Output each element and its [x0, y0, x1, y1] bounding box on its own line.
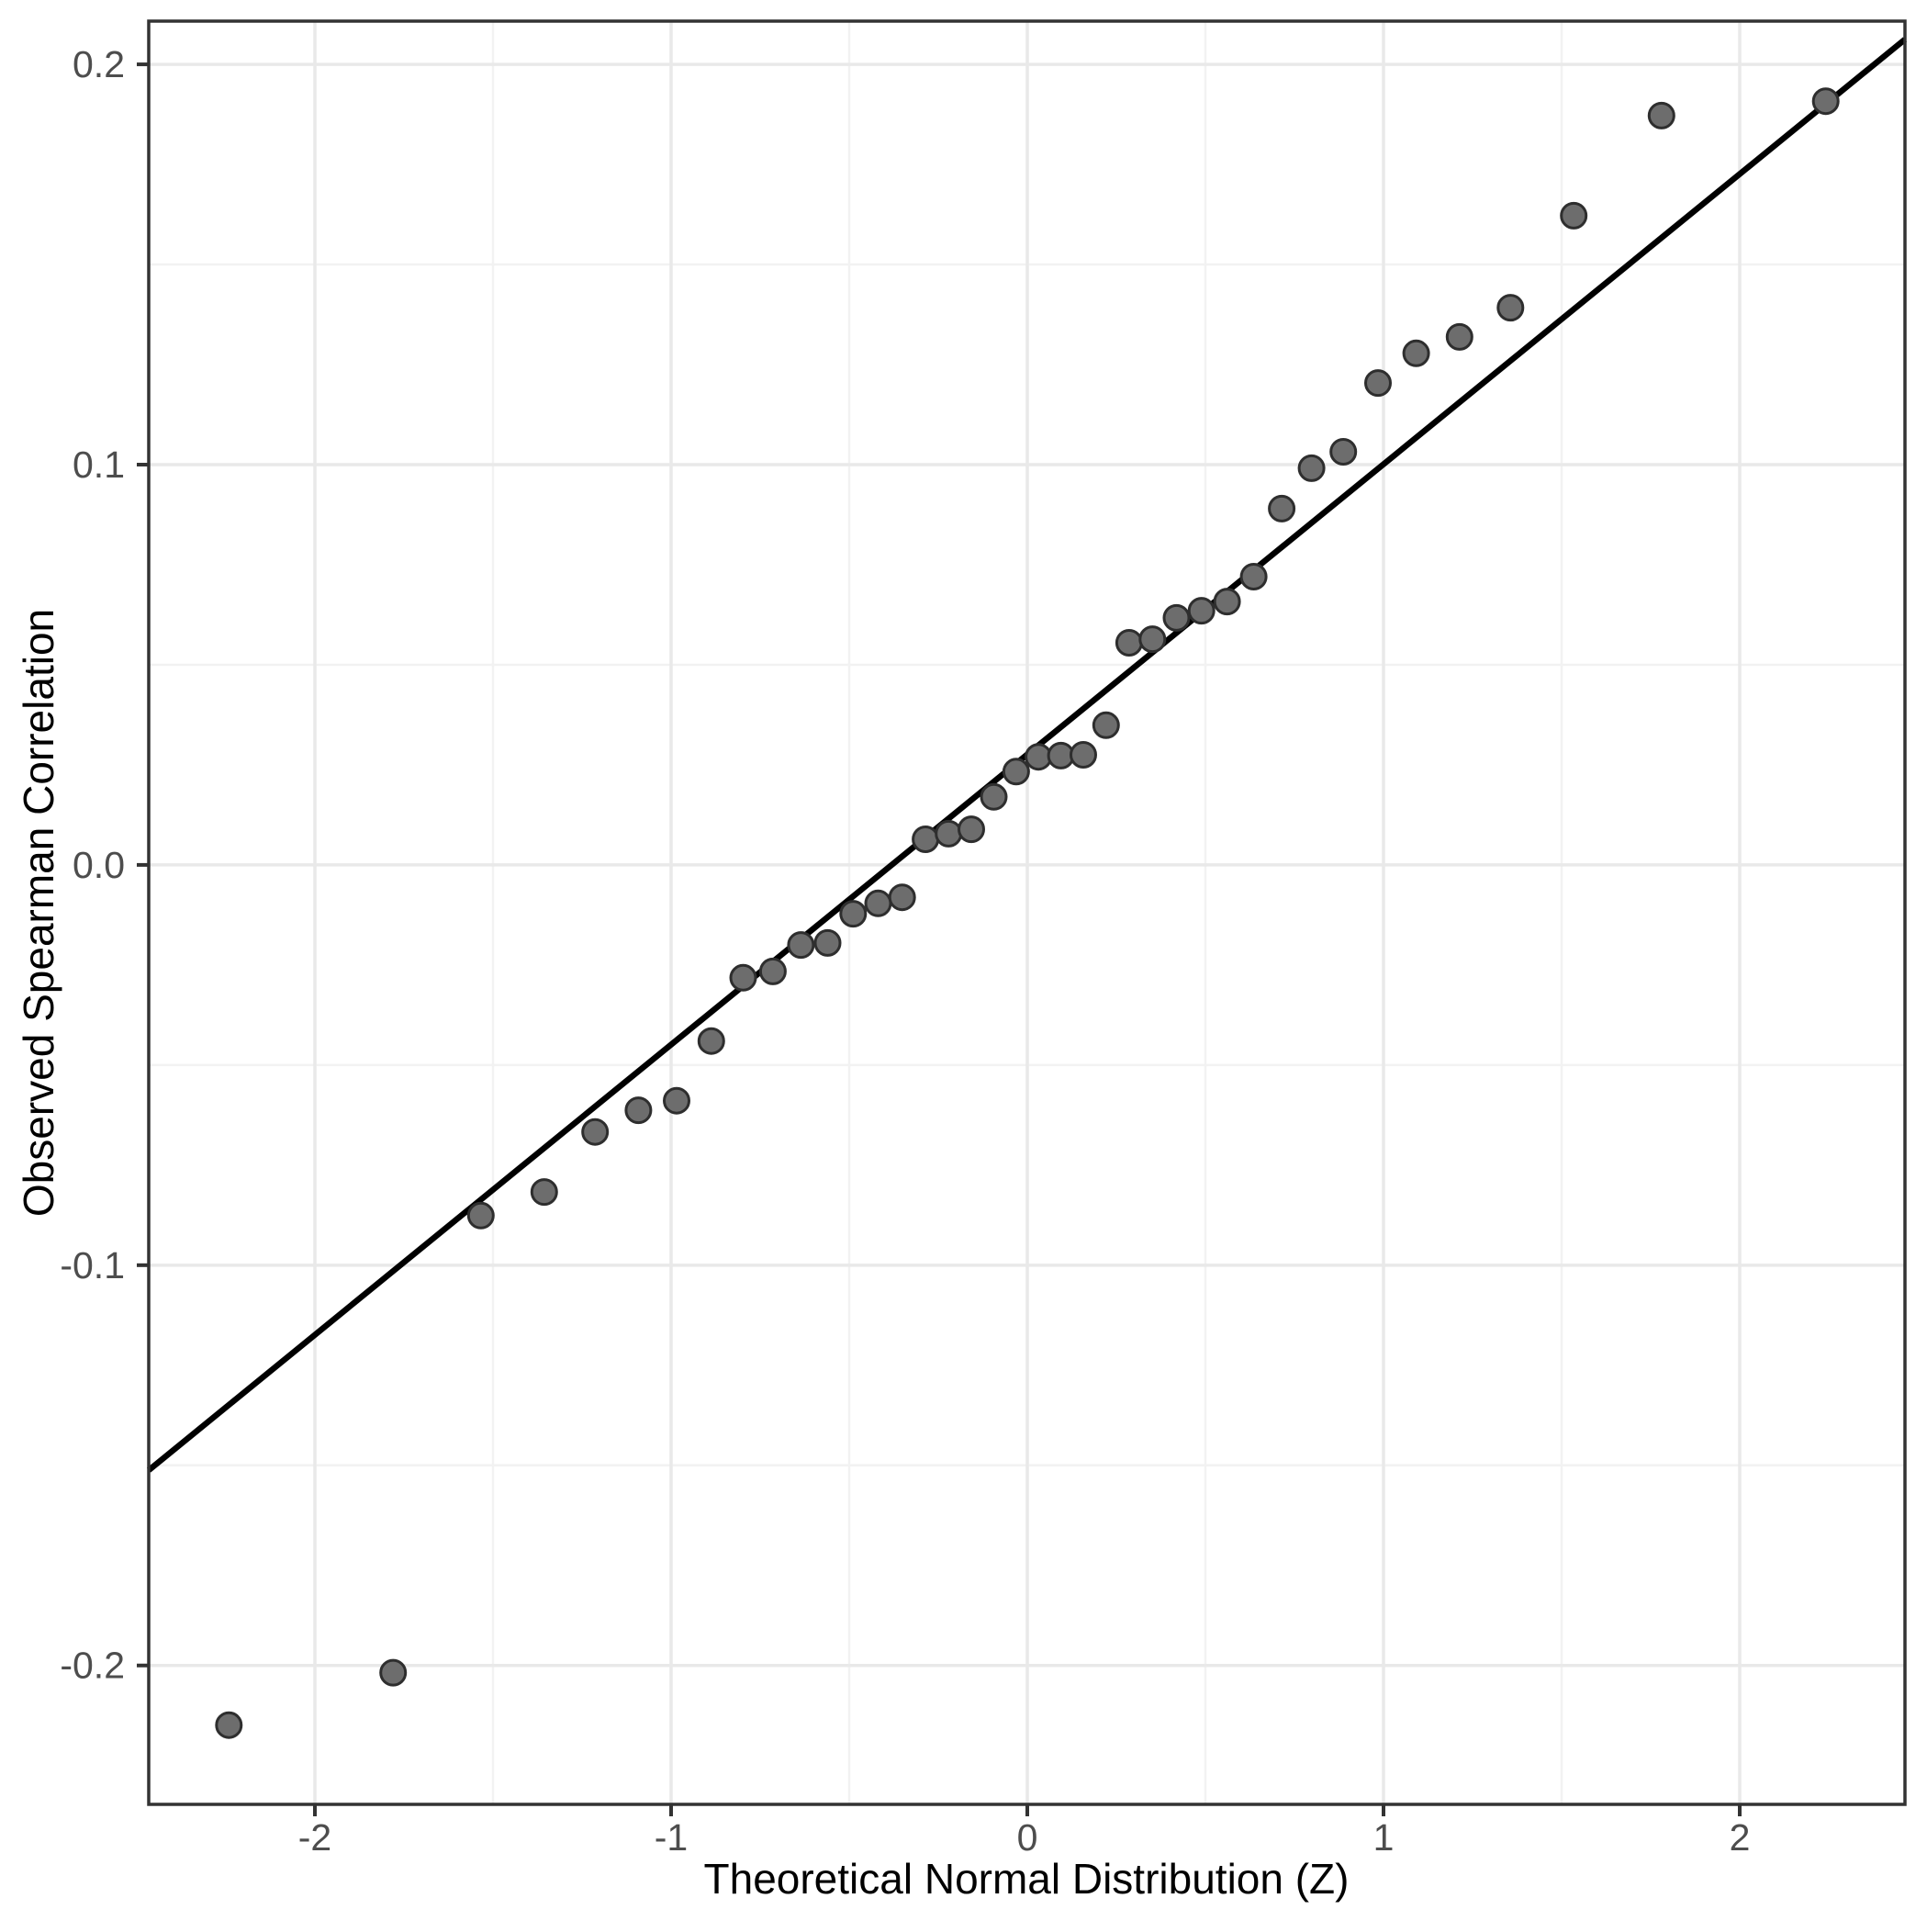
x-axis-tick-label: 0 [1017, 1816, 1038, 1859]
scatter-point [1213, 588, 1241, 616]
scatter-point [1329, 438, 1358, 466]
scatter-point [1115, 629, 1143, 657]
x-axis-tick-label: -1 [655, 1816, 688, 1859]
scatter-point [958, 815, 985, 844]
scatter-point [1364, 369, 1392, 398]
scatter-point [379, 1658, 408, 1687]
scatter-points-layer [215, 87, 1840, 1739]
scatter-point [758, 957, 787, 985]
scatter-point [912, 826, 940, 853]
scatter-point [813, 928, 842, 957]
scatter-point [1239, 563, 1268, 590]
scatter-point [864, 889, 892, 917]
scatter-point [1268, 494, 1296, 522]
scatter-point [888, 883, 916, 912]
scatter-point [530, 1178, 558, 1207]
y-axis-tick-label: -0.1 [60, 1244, 125, 1286]
axis-ticks-layer [137, 62, 1742, 1816]
scatter-point [1162, 603, 1191, 632]
scatter-point [839, 900, 868, 928]
scatter-point [466, 1201, 495, 1230]
x-axis-tick-label: 1 [1373, 1816, 1395, 1859]
major-gridlines [149, 21, 1905, 1804]
scatter-point [1138, 625, 1167, 654]
scatter-point [1811, 87, 1840, 116]
scatter-point [1187, 597, 1216, 625]
scatter-point [663, 1086, 690, 1115]
scatter-point [1560, 201, 1588, 230]
scatter-point [787, 931, 815, 960]
scatter-point [1070, 741, 1097, 769]
scatter-point [935, 819, 963, 848]
y-axis-tick-label: 0.1 [73, 444, 125, 486]
scatter-point [1402, 339, 1430, 367]
scatter-point [215, 1711, 243, 1739]
y-axis-tick-label: 0.0 [73, 844, 125, 886]
scatter-point [1445, 322, 1473, 351]
scatter-point [1496, 294, 1525, 322]
scatter-point [1025, 743, 1053, 771]
y-axis-title: Observed Spearman Correlation [15, 609, 62, 1217]
axis-tick-labels-layer: -2 -1 0 1 2 0.2 0.1 0.0 -0.1 -0.2 [60, 43, 1750, 1859]
x-axis-title: Theoretical Normal Distribution (Z) [704, 1855, 1350, 1903]
scatter-point [1092, 711, 1120, 739]
y-axis-tick-label: -0.2 [60, 1645, 125, 1687]
y-axis-tick-label: 0.2 [73, 43, 125, 85]
scatter-point [1002, 758, 1030, 786]
x-axis-tick-label: 2 [1730, 1816, 1751, 1859]
scatter-point [697, 1027, 725, 1055]
scatter-point [624, 1096, 653, 1125]
scatter-point [1647, 101, 1675, 129]
scatter-point [1297, 454, 1326, 482]
x-axis-tick-label: -2 [298, 1816, 331, 1859]
scatter-point [729, 963, 757, 992]
scatter-point [980, 782, 1008, 811]
scatter-point [581, 1118, 610, 1146]
